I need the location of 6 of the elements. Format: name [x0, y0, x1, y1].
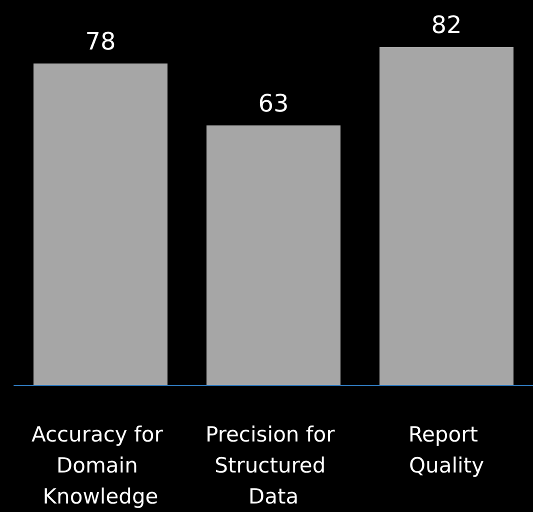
x-tick-label: Precision for Structured Data — [206, 422, 342, 508]
x-tick-label: Report Quality — [408, 422, 485, 478]
data-label: 63 — [258, 89, 289, 118]
data-label: 82 — [431, 11, 462, 39]
data-label: 78 — [85, 27, 116, 56]
x-tick-label: Accuracy for Domain Knowledge — [31, 422, 170, 508]
